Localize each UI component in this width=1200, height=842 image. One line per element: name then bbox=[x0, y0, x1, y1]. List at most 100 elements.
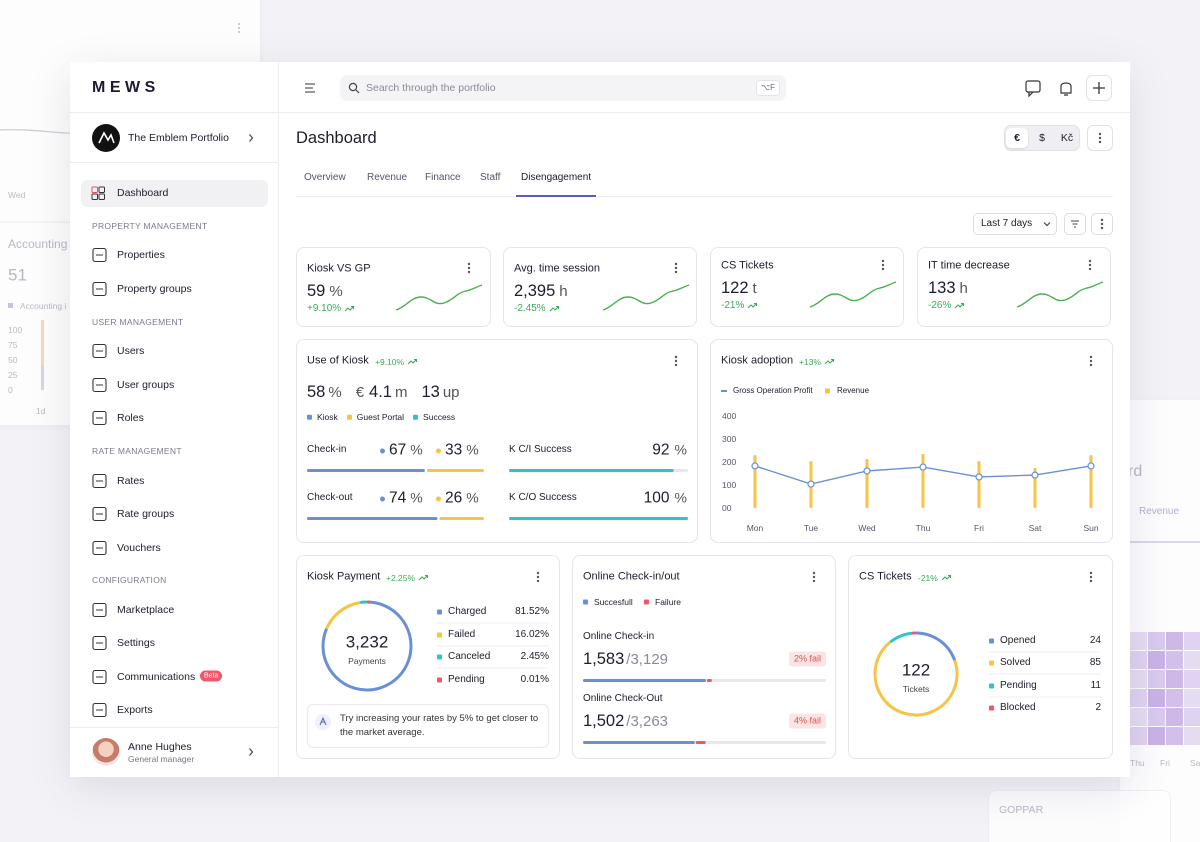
legend-swatch bbox=[413, 414, 419, 420]
x-tick-label: Mon bbox=[746, 522, 764, 533]
add-button[interactable] bbox=[1086, 75, 1112, 101]
y-tick-label: 300 bbox=[722, 433, 737, 444]
card-title: Use of Kiosk bbox=[307, 354, 369, 367]
nav-item[interactable]: Settings bbox=[117, 636, 155, 649]
sidebar-divider bbox=[278, 62, 279, 777]
x-tick-label: Wed bbox=[858, 522, 876, 533]
legend-value: 24 bbox=[1089, 635, 1101, 646]
nav-item[interactable]: Exports bbox=[117, 703, 153, 716]
nav-item[interactable]: Properties bbox=[117, 248, 165, 261]
range-select[interactable] bbox=[973, 213, 1057, 235]
nav-item[interactable]: Vouchers bbox=[117, 541, 161, 554]
currency-option[interactable]: $ bbox=[1039, 131, 1045, 144]
nav-item[interactable]: Dashboard bbox=[117, 186, 169, 199]
legend-value: 85 bbox=[1089, 657, 1101, 668]
row-number: 100 bbox=[643, 489, 670, 507]
filter-button[interactable] bbox=[1064, 213, 1086, 235]
x-tick-label: Sun bbox=[1083, 522, 1099, 533]
legend-label: Charged bbox=[448, 606, 487, 617]
row-label: Check-in bbox=[307, 444, 347, 455]
more-button[interactable] bbox=[1087, 125, 1113, 151]
nav-section-title: RATE MANAGEMENT bbox=[92, 445, 182, 456]
legend-value: 2.45% bbox=[520, 651, 549, 662]
currency-option[interactable]: Kč bbox=[1060, 131, 1074, 144]
kpi-unit: h bbox=[559, 282, 568, 300]
check-value-row: 1,583/3,129 bbox=[583, 651, 668, 668]
card bbox=[296, 339, 698, 543]
nav-item[interactable]: Communications bbox=[117, 670, 196, 683]
background-tab: Revenue bbox=[1139, 506, 1180, 517]
background-tick-label: 0 bbox=[8, 384, 13, 395]
background-axis-label: Sa bbox=[1190, 757, 1200, 768]
sidebar-divider bbox=[70, 727, 278, 728]
row-value: 100% bbox=[644, 490, 687, 506]
kpi-unit: h bbox=[959, 279, 968, 297]
tab[interactable]: Finance bbox=[425, 172, 461, 183]
row-label: Check-out bbox=[307, 492, 353, 503]
brand-logo: MEWS bbox=[92, 79, 160, 96]
tab[interactable]: Revenue bbox=[367, 172, 408, 183]
background-tick-label: 75 bbox=[8, 339, 18, 350]
nav-item[interactable]: Users bbox=[117, 344, 145, 357]
currency-option[interactable]: € bbox=[1014, 131, 1020, 144]
stat-value: 13 bbox=[421, 382, 440, 401]
nav-item[interactable]: Property groups bbox=[117, 282, 192, 295]
stat: 13 up bbox=[421, 384, 459, 401]
kpi-value: 122 bbox=[721, 278, 749, 297]
tip-text: Try increasing your rates by 5% to get c… bbox=[340, 713, 539, 738]
search-box[interactable] bbox=[340, 75, 786, 101]
nav-item[interactable]: User groups bbox=[117, 378, 175, 391]
row-unit: % bbox=[466, 489, 479, 506]
kpi-value-row: 122 t bbox=[721, 280, 757, 297]
row-value: 33% bbox=[445, 442, 479, 458]
y-tick-label: 400 bbox=[722, 410, 737, 421]
stat-value: 4.1 bbox=[369, 382, 392, 401]
user-avatar bbox=[92, 738, 120, 766]
tab[interactable]: Staff bbox=[480, 172, 501, 183]
kpi-unit: t bbox=[752, 279, 757, 297]
background-goppar-card bbox=[988, 790, 1171, 842]
sidebar-divider bbox=[70, 162, 278, 163]
tab[interactable]: Disengagement bbox=[521, 172, 592, 183]
nav-item[interactable]: Marketplace bbox=[117, 603, 175, 616]
user-name: Anne Hughes bbox=[128, 740, 192, 753]
row-value: 67% bbox=[389, 442, 423, 458]
kpi-value: 2,395 bbox=[514, 281, 556, 300]
header-divider bbox=[70, 112, 1130, 113]
nav-item[interactable]: Roles bbox=[117, 411, 144, 424]
more-button[interactable] bbox=[1091, 213, 1113, 235]
card bbox=[296, 555, 560, 759]
stat-unit: up bbox=[442, 383, 460, 401]
legend-label: Solved bbox=[1000, 657, 1031, 668]
kpi-change: -26% bbox=[928, 300, 952, 311]
stat: 58% bbox=[307, 384, 342, 401]
row-label: Online Check-in bbox=[583, 631, 655, 642]
nav-item[interactable]: Rate groups bbox=[117, 507, 175, 520]
nav-section-title: USER MANAGEMENT bbox=[92, 316, 184, 327]
legend-value: 81.52% bbox=[515, 606, 549, 617]
fail-badge: 2% fail bbox=[788, 651, 826, 667]
kpi-value-row: 133 h bbox=[928, 280, 968, 297]
portfolio-name[interactable]: The Emblem Portfolio bbox=[128, 131, 229, 144]
page-title: Dashboard bbox=[296, 128, 377, 147]
background-tick-label: 50 bbox=[8, 354, 18, 365]
legend-label: Revenue bbox=[837, 386, 870, 395]
row-label: Online Check-Out bbox=[583, 693, 663, 704]
background-tick-label: 25 bbox=[8, 369, 18, 380]
legend-swatch bbox=[346, 414, 352, 420]
donut-total-label: Payments bbox=[348, 655, 386, 666]
legend-label: Pending bbox=[448, 674, 485, 685]
legend-label: Kiosk bbox=[317, 411, 338, 422]
kpi-title: Avg. time session bbox=[514, 262, 601, 275]
kpi-title: CS Tickets bbox=[721, 259, 774, 272]
nav-item[interactable]: Rates bbox=[117, 474, 145, 487]
kpi-title: Kiosk VS GP bbox=[307, 262, 371, 275]
tab[interactable]: Overview bbox=[304, 172, 346, 183]
check-total: /3,129 bbox=[626, 650, 669, 668]
background-card-title: Accounting bbox=[8, 237, 68, 251]
row-number: 33 bbox=[445, 441, 463, 459]
background-legend-label: Accounting i bbox=[20, 300, 67, 311]
row-number: 26 bbox=[445, 489, 463, 507]
legend-value: 2 bbox=[1095, 702, 1101, 713]
